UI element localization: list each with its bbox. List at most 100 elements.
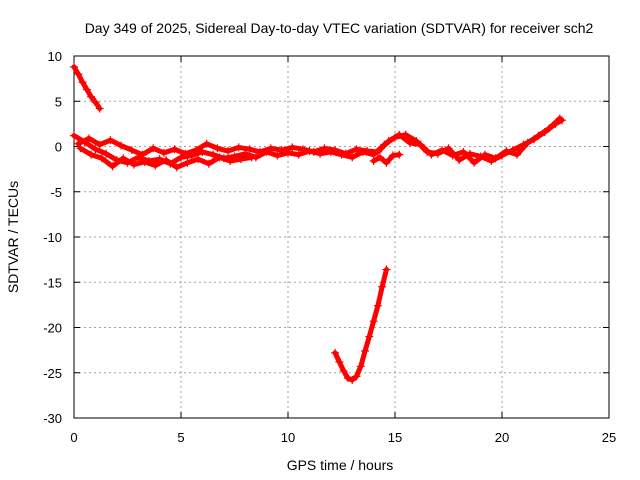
data-point bbox=[388, 151, 397, 160]
data-point bbox=[438, 146, 447, 155]
data-point bbox=[369, 317, 378, 326]
data-point bbox=[70, 131, 78, 140]
data-point bbox=[74, 139, 83, 148]
data-point bbox=[416, 140, 425, 149]
x-tick-label: 10 bbox=[281, 430, 295, 445]
data-point bbox=[140, 157, 149, 166]
data-point bbox=[162, 156, 171, 165]
series-dip bbox=[331, 265, 391, 384]
data-point bbox=[245, 145, 254, 154]
data-point bbox=[298, 145, 307, 154]
data-point bbox=[376, 153, 385, 162]
data-point bbox=[236, 155, 245, 164]
data-point bbox=[365, 332, 374, 341]
data-point bbox=[181, 149, 190, 158]
data-point bbox=[427, 150, 436, 159]
data-point bbox=[448, 151, 457, 160]
data-point bbox=[82, 85, 91, 94]
series-main-c bbox=[76, 144, 256, 172]
data-point bbox=[405, 138, 414, 147]
data-point bbox=[352, 145, 361, 154]
data-point bbox=[288, 143, 297, 152]
data-point bbox=[343, 374, 352, 383]
data-point bbox=[369, 156, 378, 165]
series-trace bbox=[75, 115, 563, 166]
y-tick-label: -15 bbox=[43, 275, 62, 290]
data-point bbox=[95, 104, 104, 113]
data-point bbox=[545, 124, 554, 133]
data-point bbox=[382, 265, 391, 274]
data-point bbox=[204, 159, 213, 168]
data-point bbox=[87, 150, 96, 159]
data-point bbox=[76, 144, 85, 153]
data-point bbox=[331, 348, 340, 357]
data-point bbox=[341, 149, 350, 158]
x-tick-label: 20 bbox=[495, 430, 509, 445]
x-tick-label: 25 bbox=[602, 430, 616, 445]
data-point bbox=[348, 153, 357, 162]
data-point bbox=[523, 138, 532, 147]
data-point bbox=[127, 146, 136, 155]
data-point bbox=[84, 134, 93, 143]
data-point bbox=[226, 156, 235, 165]
data-point bbox=[339, 366, 348, 375]
data-point bbox=[455, 156, 464, 165]
data-point bbox=[91, 145, 100, 154]
y-tick-label: 0 bbox=[55, 140, 62, 155]
data-point bbox=[108, 162, 117, 171]
data-point bbox=[395, 130, 404, 139]
data-point bbox=[294, 150, 303, 159]
x-tick-label: 15 bbox=[388, 430, 402, 445]
data-point bbox=[202, 139, 211, 148]
y-tick-label: -10 bbox=[43, 230, 62, 245]
data-point bbox=[502, 147, 511, 156]
data-point bbox=[151, 161, 160, 170]
data-point bbox=[117, 141, 126, 150]
data-point bbox=[361, 347, 370, 356]
data-point bbox=[378, 282, 387, 291]
y-tick-label: 5 bbox=[55, 94, 62, 109]
data-point bbox=[384, 137, 393, 146]
data-point bbox=[172, 163, 181, 172]
data-point bbox=[356, 362, 365, 371]
data-point bbox=[512, 150, 521, 159]
data-point bbox=[480, 150, 489, 159]
data-point bbox=[159, 148, 168, 157]
chart-title: Day 349 of 2025, Sidereal Day-to-day VTE… bbox=[85, 20, 594, 36]
data-point bbox=[74, 70, 83, 79]
data-point bbox=[213, 144, 222, 153]
data-point bbox=[78, 78, 87, 87]
data-point bbox=[534, 131, 543, 140]
data-point bbox=[95, 140, 104, 149]
data-point bbox=[138, 150, 147, 159]
series-late-fragment bbox=[369, 150, 404, 167]
data-point bbox=[224, 147, 233, 156]
axis-ticks: 0 5 10 15 20 25 10 5 0 -5 -10 -15 -20 -25 -30 bbox=[43, 49, 616, 445]
data-point bbox=[470, 158, 479, 167]
data-point bbox=[363, 147, 372, 156]
data-point bbox=[177, 153, 185, 162]
data-point bbox=[320, 144, 329, 153]
data-point bbox=[234, 143, 243, 152]
data-point bbox=[87, 92, 96, 101]
data-point bbox=[555, 114, 564, 123]
data-point bbox=[209, 150, 218, 159]
y-tick-label: -20 bbox=[43, 321, 62, 336]
series-main-b bbox=[74, 114, 564, 167]
data-point bbox=[191, 146, 200, 155]
y-tick-label: 10 bbox=[48, 49, 62, 64]
data-point bbox=[70, 62, 78, 71]
data-point bbox=[382, 158, 391, 167]
data-point bbox=[106, 136, 115, 145]
data-point bbox=[119, 154, 128, 163]
data-point bbox=[373, 301, 382, 310]
x-axis-label: GPS time / hours bbox=[287, 457, 394, 473]
series-early-high bbox=[70, 62, 104, 113]
data-point bbox=[102, 149, 111, 158]
data-point bbox=[277, 146, 286, 155]
data-layer bbox=[70, 62, 566, 384]
data-point bbox=[247, 153, 256, 162]
data-point bbox=[459, 147, 468, 156]
data-point bbox=[129, 160, 138, 169]
